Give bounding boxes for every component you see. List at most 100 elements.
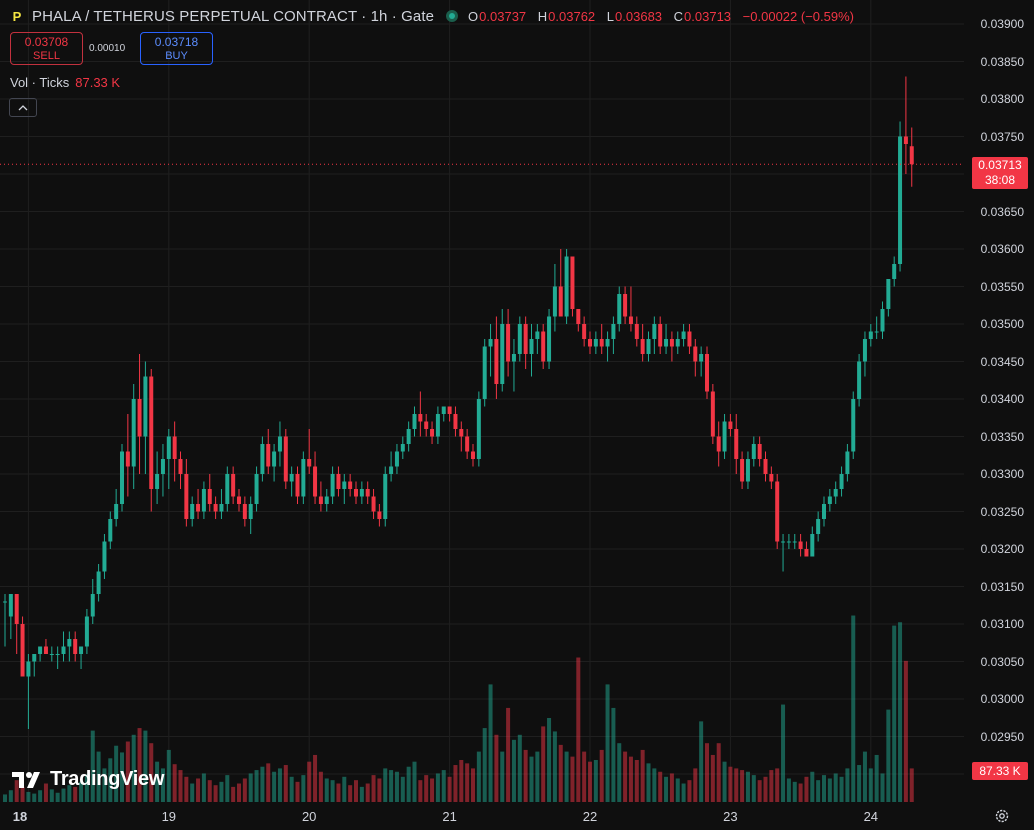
volume-bar (166, 749, 171, 802)
sell-button[interactable]: 0.03708 SELL (10, 32, 83, 65)
candle-body (564, 256, 569, 317)
candle-body (453, 414, 458, 429)
candle-body (669, 339, 674, 347)
volume-bar (599, 749, 604, 802)
buy-button[interactable]: 0.03718 BUY (140, 32, 213, 65)
volume-bar (172, 764, 177, 802)
volume-bar (705, 743, 709, 802)
candle-body (617, 294, 622, 324)
volume-bar (242, 778, 247, 802)
gear-icon[interactable] (994, 808, 1010, 824)
volume-bar (804, 776, 809, 802)
volume-bar (722, 761, 727, 802)
candle-body (242, 504, 247, 519)
candle-body (394, 451, 399, 467)
volume-bar (283, 765, 288, 802)
candle-body (798, 541, 803, 549)
buy-price: 0.03718 (154, 35, 199, 49)
candle-body (535, 331, 540, 339)
volume-bar (38, 790, 43, 802)
candle-body (190, 504, 195, 519)
price-tick-label: 0.03900 (980, 17, 1024, 31)
candle-body (693, 346, 698, 362)
candle-body (389, 466, 394, 474)
price-tick-label: 0.03350 (980, 429, 1024, 444)
volume-bar (365, 783, 370, 802)
volume-bar (231, 786, 236, 802)
volume-bar (862, 751, 867, 802)
volume-bar (523, 749, 528, 802)
volume-bar (441, 770, 446, 802)
candle-body (313, 466, 318, 497)
volume-bar (26, 791, 31, 802)
candle-body (652, 324, 657, 339)
volume-bar (336, 783, 341, 802)
candle-body (359, 489, 364, 497)
volume-bar (658, 771, 663, 802)
candle-body (827, 496, 832, 504)
close-label: C (673, 8, 684, 24)
volume-bar (108, 758, 113, 802)
candle-body (886, 279, 891, 309)
volume-bar (424, 775, 429, 802)
candle-body (640, 339, 645, 354)
price-tick-label: 0.03800 (980, 92, 1024, 106)
candle-body (898, 136, 903, 264)
candle-body (517, 324, 522, 354)
bar-countdown: 38:08 (984, 173, 1016, 187)
volume-bar (757, 780, 762, 802)
candle-body (541, 331, 546, 362)
volume-bar (751, 775, 756, 802)
candle-body (628, 316, 633, 324)
candle-body (740, 459, 745, 482)
volume-bar (219, 781, 224, 802)
candle-body (342, 481, 347, 489)
volume-bar (49, 789, 54, 802)
candle-body (8, 594, 13, 617)
candle-body (558, 286, 563, 317)
candle-body (114, 504, 119, 519)
volume-axis-label: 87.33 K (972, 762, 1028, 780)
volume-bar (348, 785, 353, 802)
price-tick-label: 0.03000 (980, 692, 1024, 706)
candle-body (839, 474, 844, 489)
tradingview-logo[interactable]: TradingView (12, 768, 164, 791)
symbol-title[interactable]: PHALA / TETHERUS PERPETUAL CONTRACT · 1h… (32, 7, 435, 25)
candle-body (822, 504, 826, 519)
candle-body (225, 474, 230, 504)
volume-bar (775, 768, 780, 802)
candle-body (681, 331, 686, 339)
candle-body (874, 331, 879, 333)
volume-bar (213, 785, 218, 802)
volume-bar (430, 778, 435, 802)
candle-body (283, 436, 288, 482)
high-value: 0.03762 (548, 8, 596, 24)
volume-indicator-legend[interactable]: Vol · Ticks 87.33 K (10, 75, 120, 90)
candle-body (611, 324, 616, 339)
volume-bar (541, 726, 546, 802)
volume-bar (664, 776, 669, 802)
candle-body (260, 444, 265, 474)
volume-bar (149, 743, 154, 802)
volume-bar (160, 768, 165, 802)
volume-bar (96, 751, 101, 802)
volume-bar (781, 704, 786, 802)
candle-body (295, 474, 300, 497)
time-tick-label: 24 (863, 809, 879, 824)
volume-bar (687, 780, 692, 802)
price-tick-label: 0.03250 (980, 504, 1024, 519)
candle-body (547, 316, 552, 362)
volume-bar (728, 766, 733, 802)
candle-body (675, 339, 680, 347)
volume-bar (14, 780, 19, 802)
candle-body (383, 474, 388, 519)
volume-bar (32, 793, 37, 802)
candle-body (705, 354, 709, 392)
volume-bar (394, 771, 399, 802)
volume-bar (552, 731, 557, 802)
collapse-legend-button[interactable] (9, 98, 37, 117)
sell-label: SELL (33, 50, 60, 62)
buy-label: BUY (165, 50, 188, 62)
candle-body (348, 481, 353, 489)
